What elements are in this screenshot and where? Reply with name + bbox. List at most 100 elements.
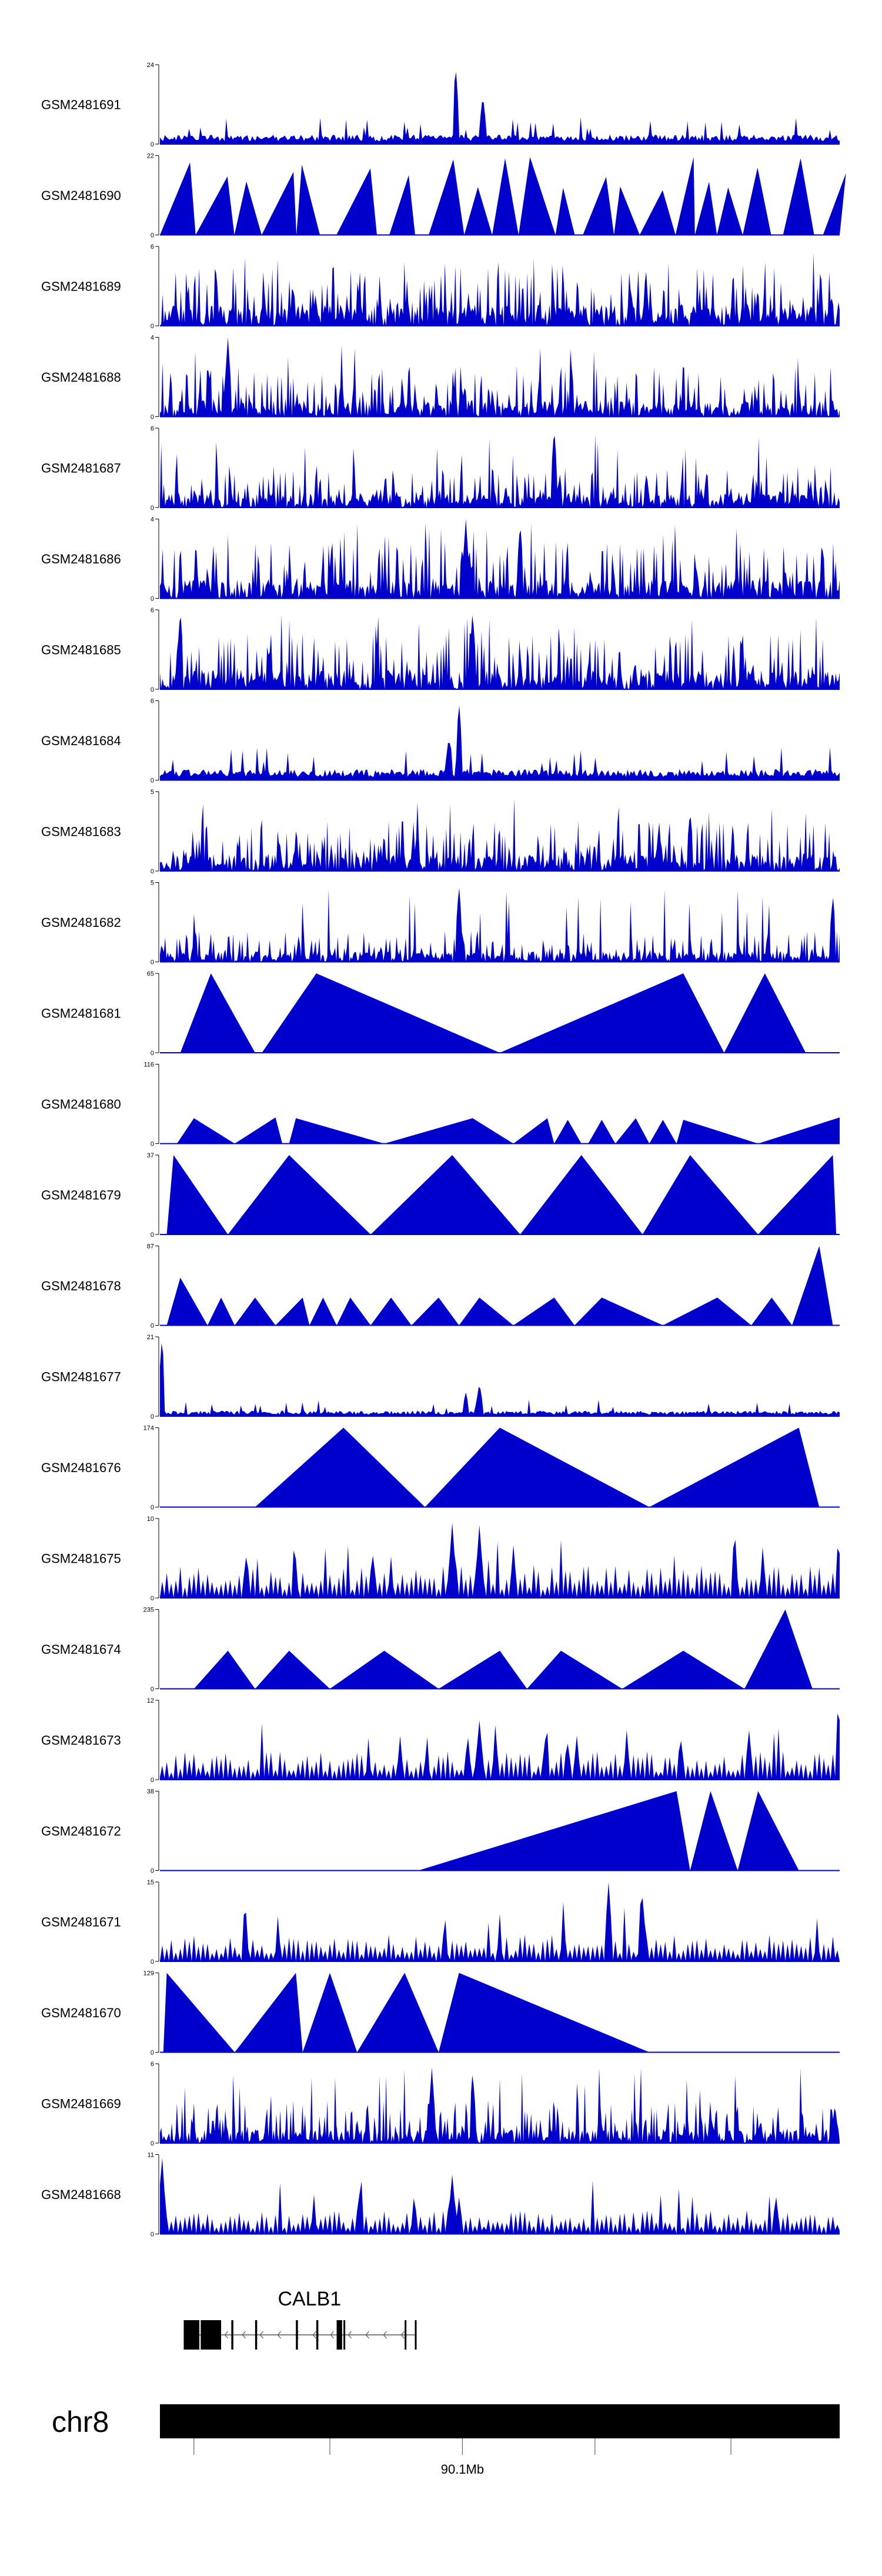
gene-label: CALB1 (278, 2288, 341, 2310)
y-max-label: 5 (151, 880, 154, 887)
y-min-label: 0 (151, 1777, 154, 1784)
signal-area (160, 434, 840, 508)
track-label: GSM2481685 (41, 643, 121, 658)
y-max-label: 37 (147, 1152, 154, 1159)
strand-arrow (312, 2331, 316, 2339)
track-label: GSM2481671 (41, 1915, 121, 1930)
position-label: 90.1Mb (441, 2462, 484, 2477)
chromosome-bar (160, 2404, 840, 2438)
signal-peak (228, 1155, 371, 1234)
signal-peak (235, 1117, 283, 1144)
signal-area (160, 799, 840, 871)
signal-peak (418, 1791, 690, 1871)
y-min-label: 0 (151, 1323, 154, 1330)
track-label: GSM2481678 (41, 1279, 121, 1293)
y-max-label: 129 (143, 1970, 154, 1977)
signal-area (160, 705, 840, 780)
signal-area (160, 1882, 840, 1961)
signal-peak (513, 1118, 554, 1144)
y-max-label: 12 (147, 1697, 154, 1704)
track-label: GSM2481673 (41, 1733, 121, 1748)
signal-peak (649, 1427, 820, 1507)
signal-area (160, 2067, 840, 2143)
track-GSM2481682: GSM2481682 5 0 (41, 880, 840, 966)
signal-area (160, 1343, 840, 1416)
signal-peak (336, 1297, 371, 1326)
signal-peak (275, 1297, 310, 1326)
y-min-label: 0 (151, 1232, 154, 1239)
y-max-label: 174 (143, 1425, 154, 1432)
y-max-label: 21 (147, 1334, 154, 1341)
signal-area (160, 887, 840, 962)
signal-peak (289, 1118, 385, 1144)
track-GSM2481669: GSM2481669 6 0 (41, 2061, 840, 2147)
signal-peak (166, 1155, 228, 1234)
signal-peak (574, 1297, 663, 1326)
y-min-label: 0 (151, 1958, 154, 1966)
signal-peak (176, 1118, 235, 1144)
signal-peak (425, 1427, 650, 1507)
signal-peak (235, 1973, 303, 2053)
strand-arrow (242, 2331, 246, 2339)
y-min-label: 0 (151, 2140, 154, 2147)
signal-peak (370, 1297, 412, 1326)
signal-peak (255, 1427, 425, 1507)
track-GSM2481673: GSM2481673 12 0 (41, 1697, 840, 1784)
y-max-label: 6 (151, 425, 154, 432)
track-label: GSM2481672 (41, 1824, 121, 1838)
y-max-label: 11 (148, 2152, 154, 2159)
track-label: GSM2481684 (41, 733, 121, 748)
strand-arrow (330, 2331, 334, 2339)
y-max-label: 87 (147, 1243, 154, 1250)
signal-peak (758, 1117, 840, 1144)
track-label: GSM2481680 (41, 1097, 121, 1112)
gene-exon (191, 2320, 200, 2350)
signal-peak (438, 1650, 527, 1689)
track-label: GSM2481682 (41, 915, 121, 930)
signal-peak (384, 1118, 514, 1144)
track-GSM2481677: GSM2481677 21 0 (41, 1334, 840, 1420)
y-min-label: 0 (151, 232, 154, 239)
signal-peak (262, 973, 500, 1053)
y-max-label: 6 (151, 607, 154, 614)
y-max-label: 5 (151, 789, 154, 796)
gene-exon (336, 2320, 339, 2350)
signal-peak (520, 1155, 643, 1234)
y-min-label: 0 (151, 778, 154, 785)
signal-peak (255, 1650, 330, 1689)
signal-peak (459, 1297, 514, 1326)
signal-area (160, 1713, 840, 1780)
track-GSM2481670: GSM2481670 129 0 (41, 1970, 840, 2057)
signal-peak (330, 1650, 439, 1689)
gene-exon (405, 2320, 407, 2350)
chromosome-label: chr8 (52, 2405, 109, 2438)
y-min-label: 0 (151, 1050, 154, 1057)
y-min-label: 0 (151, 2050, 154, 2057)
track-GSM2481675: GSM2481675 10 0 (41, 1516, 840, 1602)
signal-peak (163, 1973, 235, 2053)
y-max-label: 10 (147, 1516, 154, 1523)
signal-peak (737, 1791, 799, 1871)
y-min-label: 0 (151, 596, 154, 603)
strand-arrow (400, 2331, 405, 2339)
track-label: GSM2481683 (41, 825, 121, 839)
signal-peak (180, 973, 255, 1053)
signal-peak (500, 973, 724, 1053)
strand-arrow (383, 2331, 387, 2339)
y-max-label: 65 (147, 970, 154, 977)
track-label: GSM2481679 (41, 1188, 121, 1203)
signal-peak (792, 1246, 833, 1326)
y-min-label: 0 (151, 505, 154, 512)
signal-area (160, 2158, 840, 2234)
gene-exon (255, 2320, 258, 2350)
signal-peak (649, 1120, 677, 1144)
signal-peak (370, 1155, 520, 1234)
track-GSM2481681: GSM2481681 65 0 (41, 970, 840, 1057)
track-GSM2481668: GSM2481668 11 0 (41, 2152, 840, 2238)
track-label: GSM2481670 (41, 2006, 121, 2020)
strand-arrow (259, 2331, 263, 2339)
gene-exon (183, 2320, 191, 2350)
signal-area (160, 337, 840, 417)
gene-exon (231, 2320, 233, 2350)
y-max-label: 4 (151, 335, 154, 342)
